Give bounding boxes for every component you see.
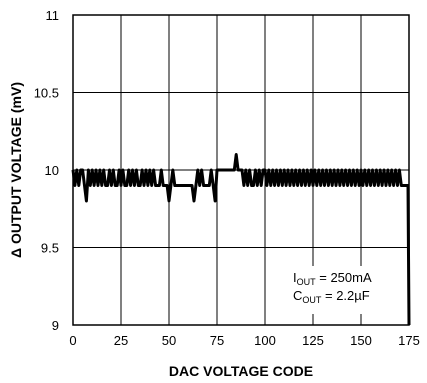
annotation-background <box>289 266 405 314</box>
x-tick-labels: 0 25 50 75 100 125 150 175 <box>69 333 419 348</box>
plot-frame <box>72 14 410 326</box>
annotation-line-cout: COUT = 2.2µF <box>293 288 370 305</box>
y-tick-label: 9 <box>52 318 59 333</box>
x-axis-label: DAC VOLTAGE CODE <box>169 363 313 379</box>
y-tick-labels: 9 9.5 10 10.5 11 <box>34 8 59 333</box>
series-group <box>71 153 411 326</box>
x-tick-label: 25 <box>114 333 128 348</box>
y-tick-label: 10 <box>45 163 59 178</box>
x-tick-label: 150 <box>350 333 372 348</box>
y-tick-label: 10.5 <box>34 86 59 101</box>
annotation-iout-value: = 250mA <box>316 270 372 285</box>
annotation-iout-subscript: OUT <box>297 277 317 287</box>
x-tick-label: 0 <box>69 333 76 348</box>
y-axis-label: Δ OUTPUT VOLTAGE (mV) <box>8 82 24 258</box>
annotation-cout-value: = 2.2µF <box>321 288 369 303</box>
x-tick-label: 175 <box>398 333 420 348</box>
annotation: IOUT = 250mA COUT = 2.2µF <box>289 266 405 314</box>
x-tick-label: 125 <box>302 333 324 348</box>
x-tick-label: 100 <box>254 333 276 348</box>
x-tick-label: 75 <box>210 333 224 348</box>
annotation-line-iout: IOUT = 250mA <box>293 270 372 287</box>
series-line-0 <box>71 153 411 326</box>
annotation-cout-subscript: OUT <box>302 295 322 305</box>
y-tick-label: 9.5 <box>41 241 59 256</box>
y-tick-label: 11 <box>46 8 60 23</box>
x-tick-label: 50 <box>162 333 176 348</box>
annotation-iout-symbol: I <box>293 270 297 285</box>
annotation-cout-symbol: C <box>293 288 302 303</box>
